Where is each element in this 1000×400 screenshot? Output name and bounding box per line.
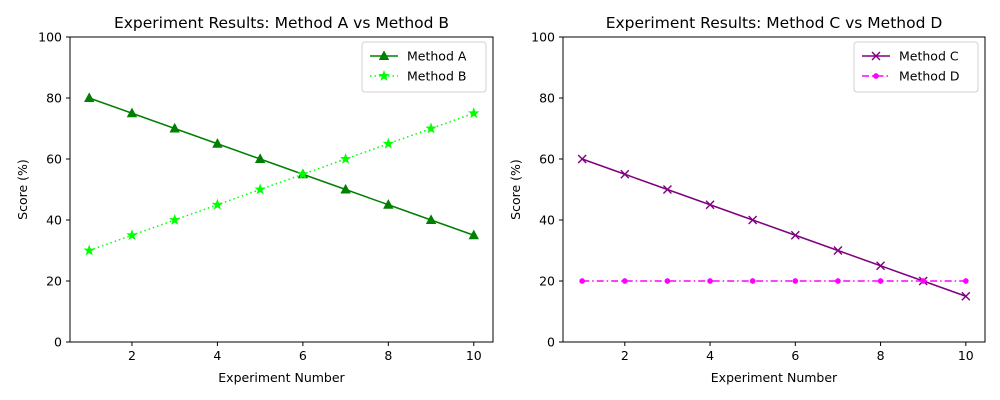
data-point bbox=[126, 229, 138, 241]
legend-label: Method C bbox=[899, 49, 959, 64]
data-point bbox=[620, 169, 630, 179]
y-tick-label: 20 bbox=[46, 274, 62, 289]
chart-2: Experiment Results: Method C vs Method D… bbox=[508, 14, 986, 385]
data-point bbox=[212, 138, 223, 148]
data-point bbox=[621, 278, 628, 284]
data-point bbox=[749, 278, 756, 284]
x-axis: 2 4 6 8 10 bbox=[128, 342, 482, 363]
data-point bbox=[211, 198, 224, 210]
series-method-a bbox=[84, 92, 479, 240]
series-line bbox=[88, 97, 475, 236]
y-tick-label: 80 bbox=[46, 91, 62, 106]
legend-box bbox=[361, 41, 487, 93]
data-point bbox=[707, 278, 713, 284]
y-axis-label: Score (%) bbox=[15, 159, 30, 220]
data-point bbox=[254, 153, 266, 163]
y-tick-label: 0 bbox=[547, 335, 555, 350]
data-point bbox=[169, 122, 180, 133]
data-point bbox=[792, 278, 799, 284]
plot-frame bbox=[562, 36, 986, 343]
data-point bbox=[835, 278, 841, 284]
data-point bbox=[748, 215, 758, 225]
legend-box bbox=[853, 41, 979, 93]
legend-label: Method D bbox=[899, 69, 959, 84]
x-axis-label: Experiment Number bbox=[711, 370, 838, 385]
x-axis: 2 4 6 8 10 bbox=[621, 342, 974, 363]
y-tick-label: 80 bbox=[539, 91, 555, 106]
data-point bbox=[468, 107, 480, 119]
x-tick-label: 8 bbox=[384, 348, 392, 363]
y-tick-label: 100 bbox=[38, 30, 62, 45]
data-point bbox=[705, 200, 715, 210]
y-axis-label: Score (%) bbox=[508, 159, 523, 220]
legend-item: Method A bbox=[370, 49, 467, 64]
data-point bbox=[297, 168, 309, 180]
series-method-c bbox=[577, 154, 971, 301]
series-method-d bbox=[579, 278, 969, 284]
legend-marker bbox=[378, 50, 390, 60]
data-point bbox=[877, 278, 884, 284]
x-tick-label: 6 bbox=[791, 348, 799, 363]
data-point bbox=[664, 278, 671, 284]
x-tick-label: 4 bbox=[706, 348, 714, 363]
legend-item: Method B bbox=[370, 69, 466, 84]
series-line bbox=[581, 158, 967, 297]
data-point bbox=[382, 137, 394, 149]
data-point bbox=[790, 230, 800, 240]
data-point bbox=[920, 278, 927, 284]
y-tick-label: 20 bbox=[539, 274, 555, 289]
data-point bbox=[254, 183, 266, 195]
legend-label: Method A bbox=[407, 49, 467, 64]
y-tick-label: 100 bbox=[531, 30, 555, 45]
series-method-b bbox=[83, 107, 480, 256]
data-point bbox=[662, 185, 672, 194]
y-axis: 0 20 40 60 80 100 bbox=[38, 30, 70, 350]
data-point bbox=[577, 154, 587, 164]
data-point bbox=[340, 183, 351, 194]
data-point bbox=[169, 214, 181, 225]
chart-1: Experiment Results: Method A vs Method B… bbox=[15, 14, 494, 385]
series-line bbox=[88, 112, 475, 252]
data-point bbox=[876, 261, 886, 271]
data-point bbox=[962, 278, 969, 284]
chart-title: Experiment Results: Method A vs Method B bbox=[114, 14, 449, 32]
x-tick-label: 4 bbox=[213, 348, 221, 363]
legend-marker bbox=[378, 70, 390, 81]
legend: Method A Method B bbox=[361, 41, 487, 93]
x-tick-label: 2 bbox=[621, 348, 629, 363]
legend-marker bbox=[871, 51, 881, 61]
data-point bbox=[468, 229, 479, 240]
data-point bbox=[126, 107, 138, 118]
y-tick-label: 60 bbox=[46, 152, 62, 167]
data-point bbox=[833, 246, 843, 255]
data-point bbox=[425, 214, 437, 224]
data-point bbox=[961, 291, 971, 301]
x-tick-label: 8 bbox=[877, 348, 885, 363]
legend-label: Method B bbox=[407, 69, 466, 84]
x-tick-label: 10 bbox=[958, 348, 974, 363]
legend-item: Method D bbox=[862, 69, 959, 84]
x-axis-label: Experiment Number bbox=[218, 370, 345, 385]
data-point bbox=[383, 199, 394, 209]
data-point bbox=[84, 92, 95, 102]
legend: Method C Method D bbox=[853, 41, 979, 93]
y-axis: 0 20 40 60 80 100 bbox=[531, 30, 563, 350]
chart-title: Experiment Results: Method C vs Method D bbox=[606, 14, 943, 32]
y-tick-label: 60 bbox=[539, 152, 555, 167]
data-point bbox=[425, 122, 437, 134]
data-point bbox=[339, 153, 352, 164]
x-tick-label: 2 bbox=[128, 348, 136, 363]
data-point bbox=[83, 244, 95, 256]
legend-item: Method C bbox=[862, 49, 959, 64]
x-tick-label: 10 bbox=[466, 348, 482, 363]
y-tick-label: 0 bbox=[54, 335, 62, 350]
y-tick-label: 40 bbox=[46, 213, 62, 228]
y-tick-label: 40 bbox=[539, 213, 555, 228]
plot-frame bbox=[69, 36, 494, 343]
data-point bbox=[579, 278, 586, 284]
x-tick-label: 6 bbox=[299, 348, 307, 363]
legend-marker bbox=[873, 73, 879, 79]
